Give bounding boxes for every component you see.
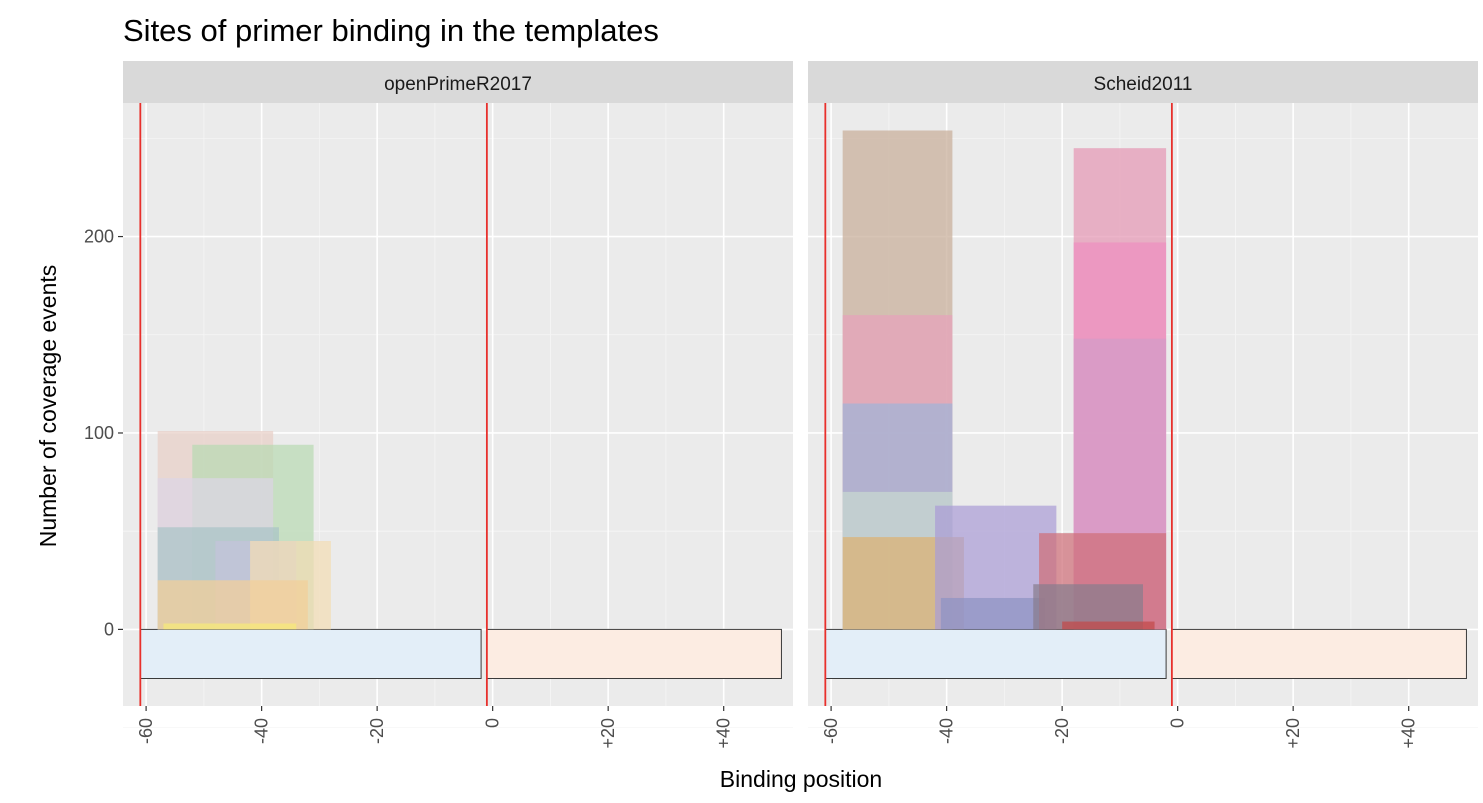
y-axis: 0 100 200 [84,227,123,639]
template-region [486,628,782,680]
x-tick-label: +20 [598,718,618,749]
x-tick-label: 0 [1168,718,1188,728]
coverage-bar [157,580,308,630]
panel-openPrimeR2017: openPrimeR2017 -60 -40 -20 0 +20 +40 [123,61,793,749]
coverage-bar [1062,621,1155,630]
y-tick-label: 100 [84,423,114,443]
x-tick-label: -60 [136,718,156,744]
template-region [824,628,1167,680]
facet-strip [808,61,1478,103]
chart-title: Sites of primer binding in the templates [123,13,659,48]
coverage-bar [163,623,297,630]
template-region [1171,628,1467,680]
facet-label: Scheid2011 [1094,74,1193,95]
y-tick-label: 0 [104,619,114,639]
x-tick-label: -20 [367,718,387,744]
panels: openPrimeR2017-60 -40 -20 0 +20 +40Scheid2011… [123,61,1478,749]
x-tick-label: +20 [1283,718,1303,749]
x-tick-label: -40 [252,718,272,744]
x-tick-label: -60 [821,718,841,744]
coverage-bar [940,597,1045,630]
x-tick-label: +40 [714,718,734,749]
x-tick-label: 0 [483,718,503,728]
template-region [139,628,482,680]
facet-label: openPrimeR2017 [384,74,532,95]
panel-Scheid2011: Scheid2011 -60 -40 -20 0 +20 +40 [808,61,1478,749]
x-tick-label: +40 [1399,718,1419,749]
x-tick-label: -40 [937,718,957,744]
x-tick-label: -20 [1052,718,1072,744]
y-tick-label: 200 [84,227,114,247]
x-axis-title: Binding position [720,766,882,792]
y-axis-title: Number of coverage events [35,265,61,548]
facet-strip [123,61,793,103]
